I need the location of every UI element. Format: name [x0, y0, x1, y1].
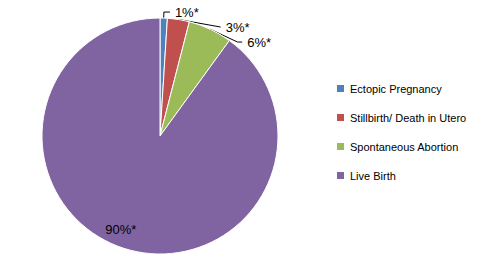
- svg-text:90%*: 90%*: [105, 222, 136, 237]
- svg-text:Spontaneous Abortion: Spontaneous Abortion: [350, 141, 458, 153]
- svg-text:Live Birth: Live Birth: [350, 170, 396, 182]
- svg-text:Stillbirth/ Death in Utero: Stillbirth/ Death in Utero: [350, 112, 466, 124]
- svg-text:1%*: 1%*: [175, 5, 199, 20]
- svg-text:6%*: 6%*: [247, 35, 271, 50]
- svg-text:Ectopic Pregnancy: Ectopic Pregnancy: [350, 83, 442, 95]
- svg-text:3%*: 3%*: [226, 20, 250, 35]
